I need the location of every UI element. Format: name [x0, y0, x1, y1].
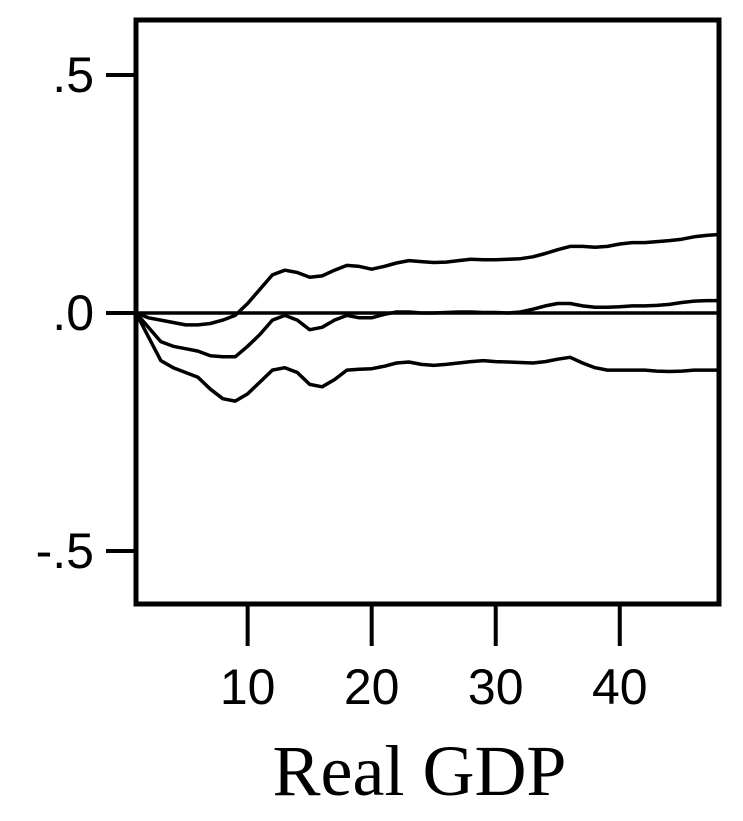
- x-tick-label: 10: [220, 659, 276, 715]
- series-line-lower-band: [134, 312, 719, 403]
- x-tick-label: 30: [468, 659, 524, 715]
- tick-marks: [106, 73, 622, 646]
- y-tick-label: -.5: [36, 523, 94, 579]
- tick-labels: .5 .0 -.5 10 20 30 40: [36, 47, 648, 715]
- plot-frame: [133, 17, 722, 607]
- x-tick-label: 40: [592, 659, 648, 715]
- y-tick-label: .5: [52, 47, 94, 103]
- x-axis-title: Real GDP: [273, 731, 567, 811]
- series-lines: [134, 232, 720, 403]
- series-line-point-estimate: [134, 298, 719, 359]
- y-tick-label: .0: [52, 285, 94, 341]
- series-line-upper-band: [135, 232, 720, 327]
- x-tick-label: 20: [344, 659, 400, 715]
